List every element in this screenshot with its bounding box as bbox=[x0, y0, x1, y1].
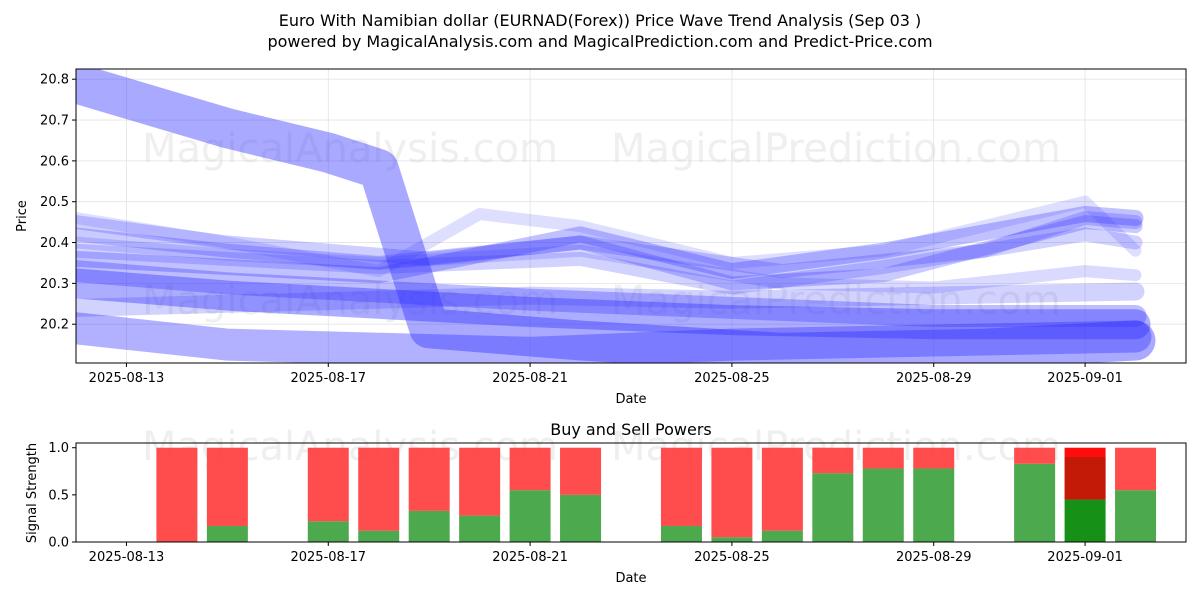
sell-bar-2025-08-26 bbox=[761, 447, 803, 531]
sell-bar-2025-08-27 bbox=[812, 447, 854, 474]
sell-bar-2025-08-17 bbox=[307, 447, 349, 522]
price-wave-5 bbox=[76, 282, 1145, 317]
price-wave-2 bbox=[76, 312, 1152, 363]
buy-bar-2025-08-18 bbox=[358, 530, 400, 542]
price-y-label: Price bbox=[15, 200, 30, 232]
price-panel: MagicalAnalysis.com MagicalPrediction.co… bbox=[15, 68, 1187, 407]
price-y-tick-5: 20.7 bbox=[40, 114, 69, 129]
watermark-prediction-mid: MagicalPrediction.com bbox=[611, 278, 1061, 324]
price-x-tick-5: 2025-09-01 bbox=[1047, 371, 1123, 386]
signal-x-tick-3: 2025-08-25 bbox=[694, 550, 770, 565]
price-waves bbox=[76, 69, 1156, 363]
sell-bar-2025-08-24 bbox=[660, 447, 702, 526]
watermark-analysis-top: MagicalAnalysis.com bbox=[142, 126, 558, 172]
buy-bar-2025-08-26 bbox=[761, 530, 803, 542]
signal-title: Buy and Sell Powers bbox=[550, 420, 712, 439]
sell-bar-2025-08-29 bbox=[913, 447, 955, 469]
chart-subtitle: powered by MagicalAnalysis.com and Magic… bbox=[267, 32, 932, 51]
signal-x-tick-0: 2025-08-13 bbox=[89, 550, 165, 565]
sell-bar-2025-09-02 bbox=[1115, 447, 1157, 491]
buy-bar-2025-08-15 bbox=[206, 525, 248, 542]
price-wave-8 bbox=[76, 195, 1142, 278]
buy-bar-2025-08-29 bbox=[913, 468, 955, 542]
buy-bar-2025-08-21 bbox=[509, 490, 551, 542]
price-wave-3 bbox=[76, 268, 1151, 340]
price-wave-7 bbox=[76, 215, 1143, 291]
signal-y-tick-2: 1.0 bbox=[48, 441, 69, 456]
signal-y-tick-0: 0.0 bbox=[48, 536, 69, 551]
signal-x-tick-1: 2025-08-17 bbox=[290, 550, 366, 565]
sell-bar-2025-08-25 bbox=[711, 447, 753, 538]
watermark-prediction-top: MagicalPrediction.com bbox=[611, 126, 1061, 172]
sell-bar-2025-08-31 bbox=[1014, 447, 1056, 464]
sell-bar-2025-08-20 bbox=[459, 447, 501, 516]
price-x-tick-4: 2025-08-29 bbox=[896, 371, 972, 386]
buy-bar-2025-08-19 bbox=[408, 510, 450, 542]
sell-bar-2025-08-19 bbox=[408, 447, 450, 511]
sell-bar-2025-08-21 bbox=[509, 447, 551, 491]
signal-x-tick-5: 2025-09-01 bbox=[1047, 550, 1123, 565]
buy-bar-2025-08-31 bbox=[1014, 463, 1056, 542]
signal-x-label: Date bbox=[615, 571, 646, 586]
signal-y-label: Signal Strength bbox=[25, 443, 40, 543]
price-wave-1 bbox=[76, 69, 1156, 363]
signal-x-ticks: 2025-08-13 2025-08-17 2025-08-21 2025-08-25… bbox=[89, 542, 1123, 565]
buy-bar-2025-09-01 bbox=[1064, 499, 1106, 542]
chart-title: Euro With Namibian dollar (EURNAD(Forex)… bbox=[279, 11, 922, 30]
signal-panel: Buy and Sell Powers MagicalAnalysis.com … bbox=[25, 420, 1187, 586]
buy-bar-2025-08-20 bbox=[459, 515, 501, 542]
signal-x-tick-4: 2025-08-29 bbox=[896, 550, 972, 565]
price-y-tick-0: 20.2 bbox=[40, 318, 69, 333]
signal-y-tick-1: 0.5 bbox=[48, 488, 69, 503]
price-y-tick-4: 20.6 bbox=[40, 154, 69, 169]
price-wave-6 bbox=[76, 206, 1144, 284]
price-y-ticks: 20.2 20.3 20.4 20.5 20.6 20.7 20.8 bbox=[40, 73, 76, 333]
signal-x-tick-2: 2025-08-21 bbox=[492, 550, 568, 565]
price-wave-11 bbox=[76, 227, 1143, 295]
sell-bar-2025-09-01 bbox=[1064, 447, 1106, 500]
sell-bar-2025-08-14 bbox=[156, 447, 198, 542]
buy-bar-2025-08-24 bbox=[660, 525, 702, 542]
price-y-tick-3: 20.5 bbox=[40, 195, 69, 210]
price-axes-frame bbox=[75, 68, 1187, 364]
buy-bar-2025-08-22 bbox=[560, 494, 602, 542]
sell-bar-2025-08-15 bbox=[206, 447, 248, 526]
price-wave-10 bbox=[76, 211, 1143, 279]
watermark-analysis-mid: MagicalAnalysis.com bbox=[142, 278, 558, 324]
buy-bar-2025-09-02 bbox=[1115, 490, 1157, 542]
price-wave-4 bbox=[76, 260, 1147, 327]
buy-bar-2025-08-25 bbox=[711, 537, 753, 542]
signal-axes-frame bbox=[75, 442, 1187, 543]
sell-bar-overlay-2025-09-01 bbox=[1064, 457, 1106, 500]
price-x-tick-2: 2025-08-21 bbox=[492, 371, 568, 386]
price-x-label: Date bbox=[615, 392, 646, 407]
sell-bar-2025-08-22 bbox=[560, 447, 602, 495]
buy-bar-2025-08-27 bbox=[812, 473, 854, 542]
price-x-tick-0: 2025-08-13 bbox=[89, 371, 165, 386]
signal-y-ticks: 0.0 0.5 1.0 bbox=[48, 441, 76, 551]
price-grid bbox=[76, 69, 1186, 363]
price-x-tick-1: 2025-08-17 bbox=[290, 371, 366, 386]
buy-bar-2025-08-17 bbox=[307, 521, 349, 542]
buy-bar-2025-08-28 bbox=[862, 468, 904, 542]
price-y-tick-2: 20.4 bbox=[40, 236, 69, 251]
price-x-tick-3: 2025-08-25 bbox=[694, 371, 770, 386]
sell-bar-2025-08-18 bbox=[358, 447, 400, 531]
price-y-tick-1: 20.3 bbox=[40, 277, 69, 292]
sell-bar-2025-08-28 bbox=[862, 447, 904, 469]
price-x-ticks: 2025-08-13 2025-08-17 2025-08-21 2025-08-25… bbox=[89, 363, 1123, 386]
price-wave-9 bbox=[76, 236, 1142, 294]
price-y-tick-6: 20.8 bbox=[40, 73, 69, 88]
signal-bars bbox=[156, 447, 1157, 542]
